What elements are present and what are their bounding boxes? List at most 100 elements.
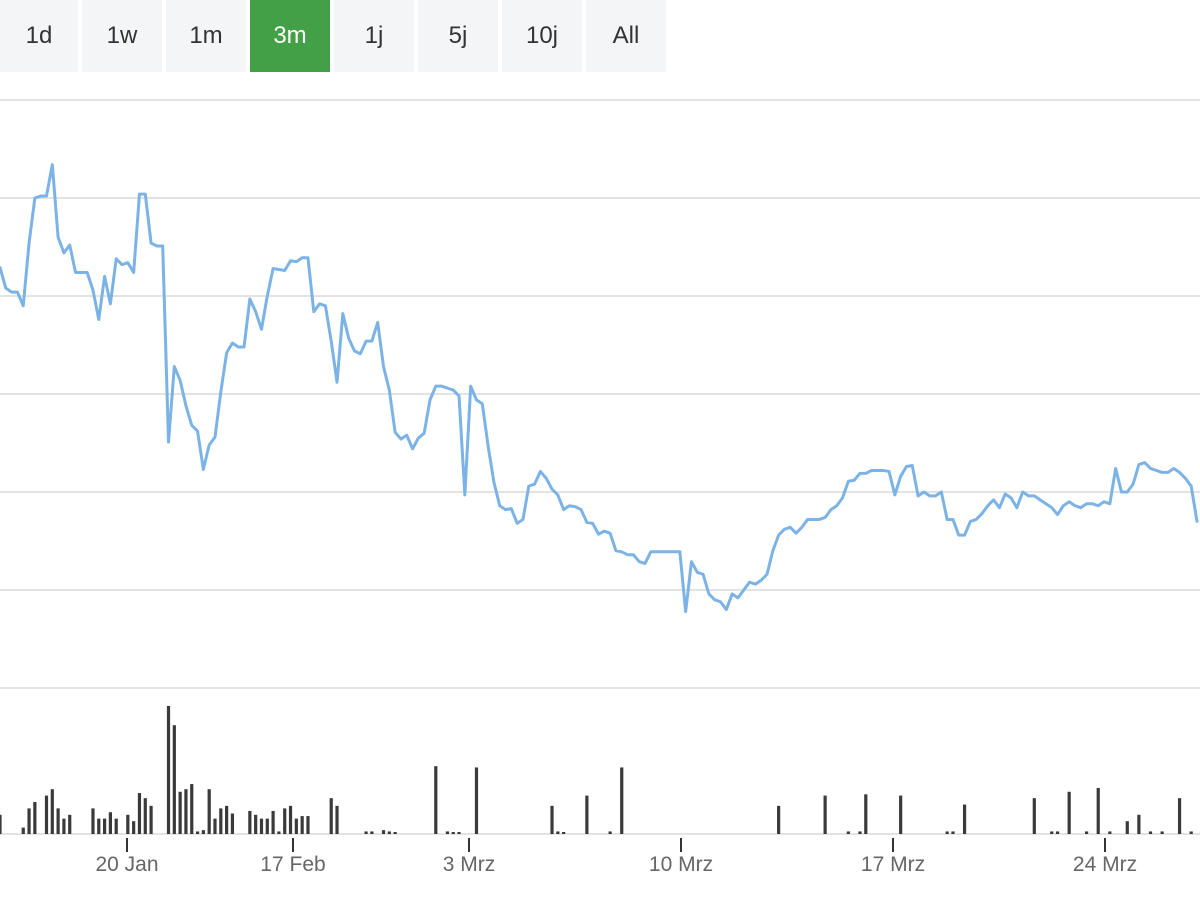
volume-bar bbox=[283, 808, 287, 834]
tab-1m[interactable]: 1m bbox=[166, 0, 246, 72]
volume-bar bbox=[1160, 831, 1164, 834]
volume-bar bbox=[213, 818, 217, 834]
volume-bar bbox=[207, 789, 211, 834]
volume-bar bbox=[248, 810, 252, 834]
volume-bar bbox=[945, 831, 949, 834]
volume-bar bbox=[56, 808, 60, 834]
volume-bar bbox=[777, 805, 781, 834]
volume-bar bbox=[254, 814, 258, 834]
volume-bar bbox=[178, 791, 182, 834]
volume-bar bbox=[1125, 821, 1129, 834]
x-tick-label: 17 Mrz bbox=[861, 853, 925, 876]
volume-bar bbox=[434, 766, 438, 834]
volume-bar bbox=[68, 814, 72, 834]
x-tick-label: 3 Mrz bbox=[443, 853, 496, 876]
volume-bar bbox=[184, 789, 188, 834]
tab-10j[interactable]: 10j bbox=[502, 0, 582, 72]
volume-bar bbox=[166, 706, 171, 834]
x-tick-label: 20 Jan bbox=[95, 853, 158, 876]
tab-1j[interactable]: 1j bbox=[334, 0, 414, 72]
volume-bar bbox=[1148, 831, 1153, 834]
volume-bar bbox=[457, 832, 461, 834]
volume-bar bbox=[1085, 831, 1089, 834]
volume-bar bbox=[0, 814, 2, 834]
volume-bar bbox=[951, 831, 955, 834]
volume-bar bbox=[1189, 831, 1193, 834]
price-line bbox=[0, 163, 1199, 614]
volume-bar bbox=[1055, 831, 1060, 834]
x-tick-label: 17 Feb bbox=[260, 853, 325, 876]
volume-bar bbox=[219, 808, 223, 834]
tab-all[interactable]: All bbox=[586, 0, 666, 72]
volume-bar bbox=[225, 805, 229, 834]
volume-bar bbox=[608, 831, 612, 834]
x-tick-label: 24 Mrz bbox=[1073, 853, 1137, 876]
volume-bar bbox=[451, 832, 455, 834]
x-tick-label: 10 Mrz bbox=[649, 853, 713, 876]
volume-bar bbox=[102, 818, 107, 834]
volume-bar bbox=[277, 831, 281, 834]
volume-bar bbox=[864, 794, 868, 834]
volume-bar bbox=[300, 816, 304, 834]
volume-bar bbox=[1032, 798, 1036, 834]
volume-bar bbox=[190, 784, 194, 834]
volume-bar bbox=[265, 818, 269, 834]
volume-bar bbox=[962, 804, 967, 834]
volume-bar bbox=[44, 795, 49, 834]
volume-bar bbox=[556, 831, 560, 834]
volume-bar bbox=[271, 810, 275, 834]
tab-1d[interactable]: 1d bbox=[0, 0, 78, 72]
volume-bar bbox=[1177, 798, 1182, 834]
volume-bar bbox=[381, 830, 386, 834]
volume-bar bbox=[585, 795, 589, 834]
volume-bar bbox=[858, 831, 862, 834]
volume-bar bbox=[137, 793, 142, 834]
volume-bar bbox=[846, 831, 850, 834]
volume-bar bbox=[306, 816, 310, 834]
volume-bar bbox=[474, 767, 479, 834]
volume-bar bbox=[329, 798, 333, 834]
volume-bar bbox=[62, 818, 66, 834]
volume-bar bbox=[132, 821, 136, 834]
volume-bar bbox=[91, 808, 95, 834]
volume-bar bbox=[620, 767, 624, 834]
volume-bar bbox=[899, 795, 903, 834]
volume-bar bbox=[50, 789, 54, 834]
volume-bar bbox=[364, 831, 368, 834]
volume-bar bbox=[288, 805, 293, 834]
volume-bar bbox=[335, 805, 339, 834]
volume-bar bbox=[97, 818, 101, 834]
volume-bar bbox=[550, 805, 554, 834]
volume-bar bbox=[1108, 831, 1112, 834]
volume-bar bbox=[393, 832, 397, 834]
price-series bbox=[0, 163, 1199, 614]
volume-bar bbox=[1096, 787, 1100, 834]
gridlines bbox=[0, 99, 1200, 835]
volume-bar bbox=[562, 832, 566, 834]
volume-bar bbox=[21, 827, 25, 834]
volume-bar bbox=[823, 795, 827, 834]
volume-bars bbox=[0, 706, 1193, 834]
volume-bar bbox=[27, 808, 31, 834]
tab-1w[interactable]: 1w bbox=[82, 0, 162, 72]
volume-bar bbox=[143, 798, 147, 834]
volume-bar bbox=[259, 818, 264, 834]
tab-3m[interactable]: 3m bbox=[250, 0, 330, 72]
volume-bar bbox=[108, 812, 112, 834]
volume-bar bbox=[195, 831, 200, 834]
volume-bar bbox=[1050, 831, 1054, 834]
price-chart: 20 Jan 17 Feb 3 Mrz 10 Mrz 17 Mrz 24 Mrz bbox=[0, 99, 1200, 876]
volume-bar bbox=[294, 818, 298, 834]
volume-bar bbox=[370, 831, 374, 834]
x-axis: 20 Jan 17 Feb 3 Mrz 10 Mrz 17 Mrz 24 Mrz bbox=[95, 838, 1137, 876]
volume-bar bbox=[149, 805, 153, 834]
volume-bar bbox=[201, 830, 205, 834]
volume-bar bbox=[172, 725, 176, 834]
tab-5j[interactable]: 5j bbox=[418, 0, 498, 72]
range-selector: 1d 1w 1m 3m 1j 5j 10j All bbox=[0, 0, 670, 72]
volume-bar bbox=[1067, 791, 1071, 834]
volume-bar bbox=[445, 831, 450, 834]
volume-bar bbox=[1137, 814, 1141, 834]
volume-bar bbox=[33, 802, 37, 834]
volume-bar bbox=[114, 818, 118, 834]
